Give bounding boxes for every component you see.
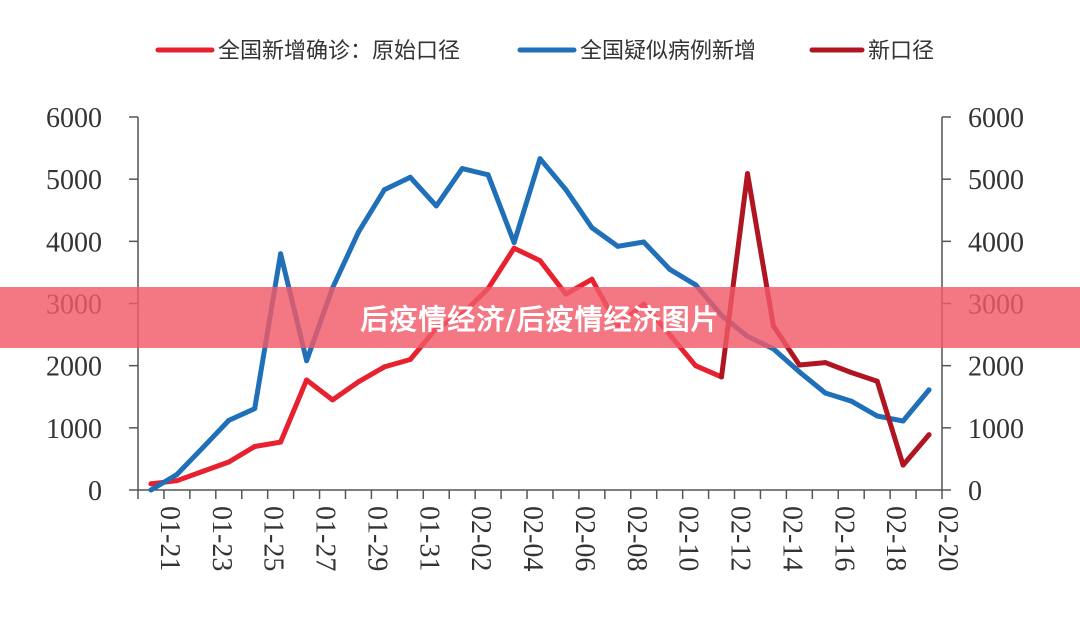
x-tick-label: 02-08 [621,506,652,571]
data-point [563,187,569,193]
data-point [719,374,724,380]
data-point [926,432,932,438]
right-y-tick-label: 5000 [968,165,1024,196]
data-point [174,478,180,484]
data-point [589,276,595,282]
data-point [589,225,595,231]
left-y-tick-label: 5000 [46,165,102,196]
data-point [148,481,154,487]
data-point [200,468,206,474]
legend-label-1: 全国新增确诊：原始口径 [218,39,460,64]
data-point [252,406,258,412]
data-point [304,358,310,364]
data-point [278,439,284,445]
data-point [745,171,750,177]
left-y-tick-label: 2000 [46,352,102,383]
x-tick-label: 01-29 [361,506,392,571]
right-y-tick-label: 6000 [968,103,1024,134]
watermark-banner: 后疫情经济/后疫情经济图片 [0,287,1080,348]
x-tick-label: 01-21 [154,506,185,571]
data-point [459,166,465,172]
data-point [252,444,258,449]
data-point [433,203,439,209]
data-point [174,472,180,477]
x-tick-label: 01-31 [413,506,444,571]
data-point [226,417,232,423]
data-point [407,174,413,180]
data-point [796,362,802,368]
legend-label-2: 全国疑似病例新增 [580,39,756,64]
x-tick-label: 01-23 [206,506,237,571]
data-point [874,378,880,384]
data-point [356,379,361,385]
data-point [537,258,543,264]
data-point [848,398,854,404]
right-y-tick-label: 4000 [968,227,1024,258]
data-point [304,377,310,383]
x-tick-label: 01-25 [258,506,289,571]
legend-label-3: 新口径 [868,39,934,64]
x-tick-label: 02-14 [776,506,807,571]
left-y-tick-label: 4000 [46,227,102,258]
chart-legend: 全国新增确诊：原始口径 全国疑似病例新增 新口径 [155,39,934,64]
left-y-tick-label: 6000 [46,103,102,134]
right-y-tick-label: 1000 [968,414,1024,445]
data-point [900,418,906,424]
data-point [407,357,413,362]
data-point [148,487,154,493]
data-point [667,266,673,272]
data-point [511,245,517,251]
data-point [693,282,699,288]
x-tick-label: 02-06 [569,506,600,571]
x-tick-label: 01-27 [310,506,341,571]
data-point [278,251,284,257]
x-tick-label: 02-12 [725,506,756,571]
data-point [615,243,621,249]
series-line-1 [148,245,724,487]
data-point [796,369,802,375]
x-tick-label: 02-20 [932,506,963,571]
x-tick-label: 02-10 [673,506,704,571]
data-point [641,239,647,245]
data-point [822,390,828,396]
banner-caption: 后疫情经济/后疫情经济图片 [360,302,720,336]
data-point [848,370,854,375]
x-tick-label: 02-04 [517,506,548,571]
x-tick-label: 02-02 [465,506,496,571]
data-point [381,187,387,193]
x-tick-label: 02-16 [828,506,859,571]
data-point [693,363,699,369]
x-tick-label: 02-18 [880,506,911,571]
data-point [822,360,828,366]
right-y-tick-label: 0 [968,476,982,507]
data-point [381,364,387,370]
left-y-tick-label: 1000 [46,414,102,445]
data-point [330,397,335,403]
data-point [226,459,232,465]
left-y-tick-label: 0 [88,476,102,507]
data-point [511,240,517,246]
data-point [485,172,491,178]
data-point [874,413,880,419]
right-y-tick-label: 2000 [968,352,1024,383]
data-point [926,387,932,393]
data-point [200,445,206,451]
data-point [900,462,906,468]
data-point [356,229,361,235]
data-point [537,156,543,162]
